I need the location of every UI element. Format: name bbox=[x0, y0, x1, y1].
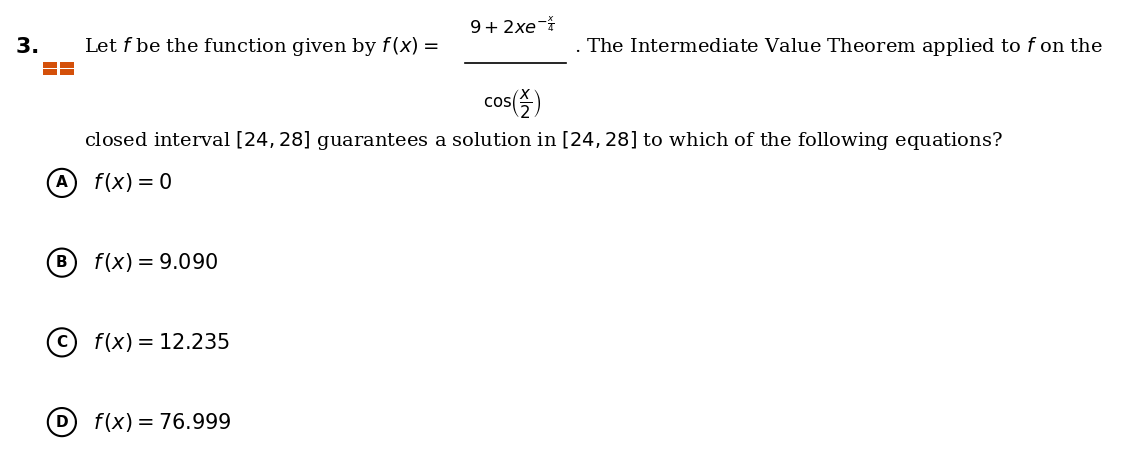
Text: B: B bbox=[56, 255, 68, 270]
Text: closed interval $[24, 28]$ guarantees a solution in $[24, 28]$ to which of the f: closed interval $[24, 28]$ guarantees a … bbox=[84, 129, 1004, 152]
Text: Let $f$ be the function given by $f\,(x) =$: Let $f$ be the function given by $f\,(x)… bbox=[84, 35, 439, 59]
FancyBboxPatch shape bbox=[60, 69, 74, 75]
Text: $f\,(x) = 76.999$: $f\,(x) = 76.999$ bbox=[93, 410, 232, 434]
Text: $9+2xe^{-\frac{x}{4}}$: $9+2xe^{-\frac{x}{4}}$ bbox=[469, 16, 555, 38]
Text: $\cos\!\left(\dfrac{x}{2}\right)$: $\cos\!\left(\dfrac{x}{2}\right)$ bbox=[483, 87, 541, 120]
FancyBboxPatch shape bbox=[43, 69, 57, 75]
FancyBboxPatch shape bbox=[60, 62, 74, 68]
Text: D: D bbox=[55, 415, 69, 430]
FancyBboxPatch shape bbox=[43, 62, 57, 68]
Text: $\mathbf{3.}$: $\mathbf{3.}$ bbox=[15, 36, 38, 58]
Text: C: C bbox=[56, 335, 68, 350]
Text: $f\,(x) = 9.090$: $f\,(x) = 9.090$ bbox=[93, 251, 218, 274]
Text: A: A bbox=[56, 175, 68, 190]
Text: $f\,(x) = 0$: $f\,(x) = 0$ bbox=[93, 171, 172, 195]
Text: . The Intermediate Value Theorem applied to $f$ on the: . The Intermediate Value Theorem applied… bbox=[574, 35, 1102, 59]
Text: $f\,(x) = 12.235$: $f\,(x) = 12.235$ bbox=[93, 331, 229, 354]
